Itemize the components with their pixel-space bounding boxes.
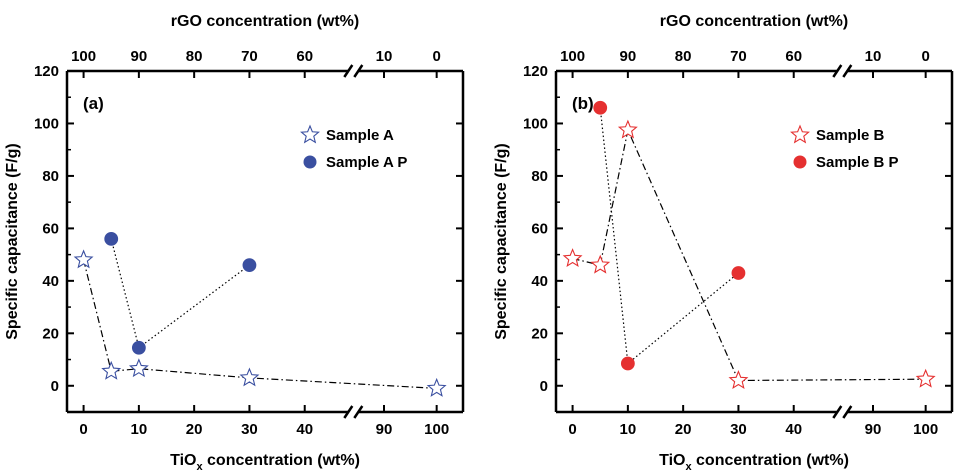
x-tick-label: 30 [730,421,747,438]
x-axis-break-mark [832,405,843,419]
series-line-1 [83,259,437,389]
data-point-star [590,254,611,274]
x2-tick-label: 10 [865,48,882,65]
y-tick-label: 40 [42,273,59,290]
y-tick-label: 120 [34,63,59,80]
data-point-circle [731,266,746,280]
legend-marker-star [790,124,810,144]
data-point-circle [104,231,119,246]
x2-tick-label: 0 [432,48,440,65]
legend-label: Sample A [326,127,394,144]
data-point-star [915,368,936,388]
legend-label: Sample B P [816,154,899,171]
y-tick-label: 100 [34,115,59,132]
x2-tick-label: 70 [241,48,258,65]
x-tick-label: 20 [675,421,692,438]
data-point-circle [242,258,257,273]
y-tick-label: 80 [531,168,548,185]
y-axis-title: Specific capacitance (F/g) [4,143,21,340]
y-tick-label: 0 [51,378,59,395]
legend-marker-circle [793,155,807,169]
x2-tick-label: 100 [560,48,585,65]
x2-axis-title: rGO concentration (wt%) [171,13,359,30]
data-point-star [101,360,122,380]
panel-label: (b) [572,94,594,113]
data-point-star [73,249,94,269]
y-tick-label: 20 [531,325,548,342]
data-point-star [617,119,638,139]
y-tick-label: 0 [540,378,548,395]
data-point-star [239,367,260,387]
data-point-star [728,370,749,389]
data-point-star [562,248,583,268]
x2-tick-label: 60 [785,48,802,65]
x-tick-label: 90 [376,421,393,438]
x-axis-title: TiOx concentration (wt%) [659,452,849,471]
x-axis-break-mark [343,405,354,419]
x2-tick-label: 60 [296,48,313,65]
data-point-circle [131,340,146,355]
y-tick-label: 60 [42,220,59,237]
x2-tick-label: 80 [186,48,203,65]
x-axis-break-mark [842,405,853,419]
x2-axis-break-mark [842,64,853,78]
data-point-circle [620,356,635,371]
x2-tick-label: 70 [730,48,747,65]
legend-label: Sample B [816,127,885,144]
y-tick-label: 60 [531,220,548,237]
x2-axis-break-mark [832,64,843,78]
data-point-circle [593,100,608,115]
x-tick-label: 0 [568,421,576,438]
legend-label: Sample A P [326,154,407,171]
y-tick-label: 80 [42,168,59,185]
x-axis-break-mark [353,405,364,419]
y-tick-label: 40 [531,273,548,290]
x-tick-label: 30 [241,421,258,438]
x2-axis-break-mark [353,64,364,78]
x-tick-label: 20 [186,421,203,438]
y-tick-label: 120 [523,63,548,80]
x-tick-label: 40 [785,421,802,438]
y-tick-label: 20 [42,325,59,342]
y-tick-label: 100 [523,115,548,132]
y-axis-title: Specific capacitance (F/g) [493,143,510,340]
x2-tick-label: 0 [921,48,929,65]
x-tick-label: 90 [865,421,882,438]
x-tick-label: 10 [620,421,637,438]
x-tick-label: 100 [424,421,449,438]
legend-marker-star [300,124,320,144]
x-axis-title: TiOx concentration (wt%) [170,452,360,471]
data-point-star [426,377,447,397]
x-tick-label: 100 [913,421,938,438]
x-tick-label: 40 [296,421,313,438]
x-tick-label: 0 [79,421,87,438]
x2-tick-label: 90 [620,48,637,65]
x2-tick-label: 90 [131,48,148,65]
x2-tick-label: 10 [376,48,393,65]
x2-tick-label: 100 [71,48,96,65]
x2-axis-break-mark [343,64,354,78]
series-line-2 [599,107,739,365]
legend-marker-circle [303,155,317,169]
panel-label: (a) [83,94,104,113]
x2-axis-title: rGO concentration (wt%) [660,13,848,30]
x2-tick-label: 80 [675,48,692,65]
data-point-star [128,358,149,378]
x-tick-label: 10 [131,421,148,438]
series-line-2 [110,238,250,349]
